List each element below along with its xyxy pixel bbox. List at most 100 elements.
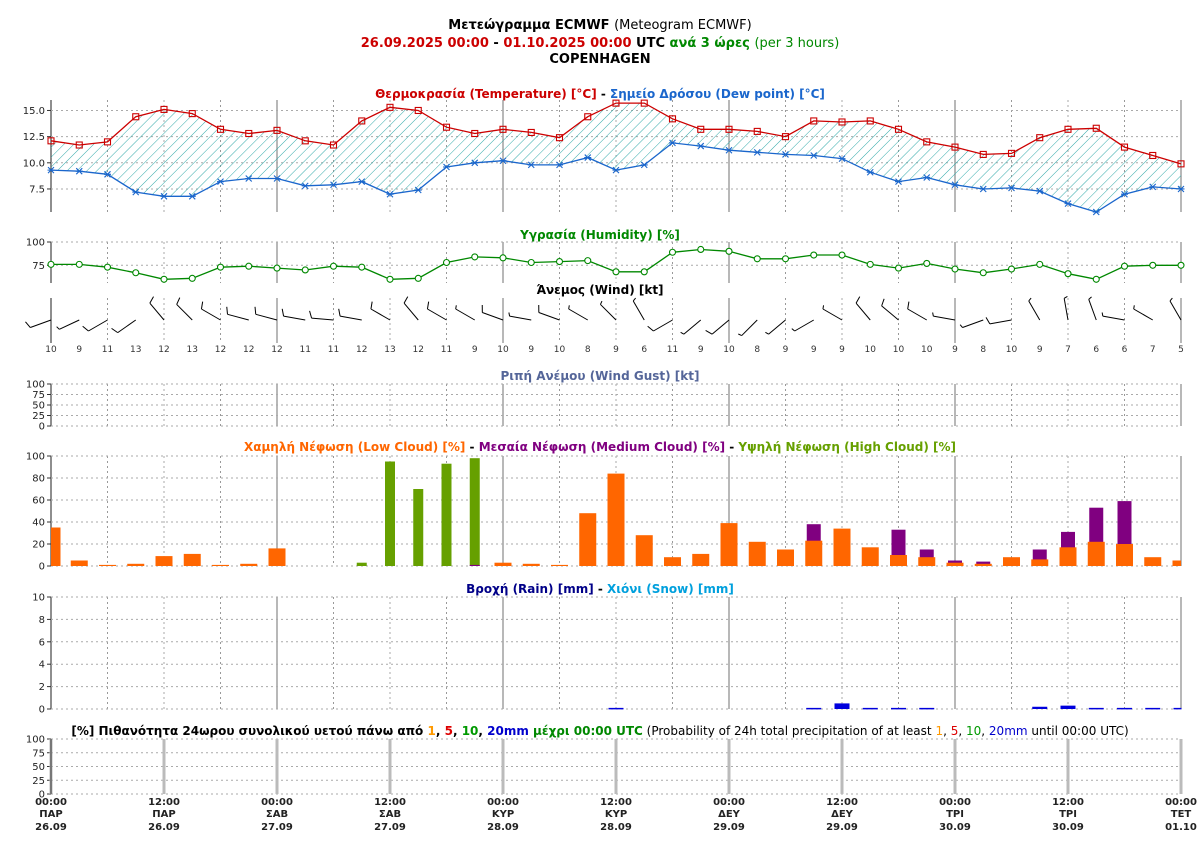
temp-ytick-label: 12.5 (23, 132, 45, 143)
wind-barb-half-feather (1169, 297, 1173, 302)
period-start: 26.09.2025 00:00 (360, 36, 489, 51)
wind-barb (176, 297, 193, 321)
wind-barb (1169, 297, 1182, 321)
wind-speed-label: 11 (300, 345, 311, 355)
wind-barb (1063, 295, 1069, 321)
title-dash: - (593, 582, 608, 596)
wind-barb (403, 296, 419, 321)
rain-bar (1088, 707, 1104, 710)
gust-ytick-label: 0 (39, 422, 45, 433)
low-cloud-bar (155, 556, 173, 566)
low-cloud-bar (212, 564, 229, 566)
low-cloud-bar (805, 540, 823, 566)
wind-barb-feather (25, 321, 31, 328)
wind-barb-staff (600, 304, 617, 321)
rain-bar (1145, 707, 1161, 710)
low-cloud-bar (974, 563, 992, 566)
xaxis-day-label: ΣΑΒ (266, 809, 288, 820)
wind-speed-label: 10 (497, 345, 509, 355)
wind-speed-label: 6 (1122, 345, 1128, 355)
dewpoint-point (1064, 200, 1072, 208)
wind-speed-label: 8 (980, 345, 986, 355)
wind-barb-staff (88, 319, 108, 332)
snow-title: Χιόνι (Snow) [mm] (607, 582, 734, 596)
wind-speed-label: 8 (754, 345, 760, 355)
xaxis-time-label: 12:00 (148, 797, 180, 808)
humidity-point (160, 275, 168, 283)
dewpoint-point (556, 161, 563, 169)
precip-ytick-label: 10 (32, 593, 45, 604)
humidity-point (47, 260, 55, 268)
temperature-point (979, 150, 987, 158)
wind-barb-feather (855, 296, 861, 304)
wind-speed-label: 6 (641, 345, 647, 355)
xaxis-day-label: ΤΡΙ (946, 809, 964, 820)
low-cloud-bar (607, 473, 625, 566)
wind-barb-half-feather (508, 312, 511, 317)
wind-barb (481, 304, 504, 321)
prob-a: [%] Πιθανότητα 24ωρου συνολικού υετού πά… (71, 724, 428, 738)
wind-barb-staff (1028, 300, 1041, 321)
prob-s3: , (958, 724, 966, 738)
period-utc: UTC (631, 36, 670, 51)
wind-barb (632, 297, 645, 321)
low-cloud-bar (551, 564, 568, 566)
prob-s1: 1 (935, 724, 944, 738)
xaxis-time-label: 00:00 (487, 797, 519, 808)
wind-barb (1028, 297, 1041, 321)
wind-barb-feather (149, 296, 154, 304)
wind-barb (791, 319, 815, 332)
wind-barb (309, 310, 334, 321)
dewpoint-point (782, 151, 789, 158)
wind-barb-half-feather (822, 305, 825, 310)
low-cloud-bar (127, 563, 145, 566)
wind-barb-feather (370, 301, 373, 310)
low-cloud-title: Χαμηλή Νέφωση (Low Cloud) [%] (243, 440, 466, 454)
wind-barb-half-feather (738, 333, 742, 337)
high-cloud-bar (385, 461, 395, 566)
low-cloud-bar (494, 562, 512, 566)
wind-barb-staff (1169, 300, 1182, 321)
humidity-point (442, 258, 451, 267)
dewpoint-point (979, 185, 987, 193)
wind-speed-label: 9 (76, 345, 82, 355)
wind-barb-feather (705, 330, 713, 335)
prob-b: μέχρι 00:00 UTC (528, 724, 643, 738)
wind-barb (82, 319, 108, 332)
xaxis-day-label: ΤΡΙ (1059, 809, 1077, 820)
wind-barb-feather (426, 301, 430, 310)
dewpoint-point (1036, 187, 1044, 195)
xaxis-day-label: ΔΕΥ (718, 809, 741, 820)
humidity-point (1120, 262, 1129, 270)
prob-c1: , (435, 724, 445, 738)
wind-barb (1101, 312, 1125, 321)
interval-en: (per 3 hours) (754, 36, 840, 51)
temperature-point (414, 106, 422, 115)
humidity-point (1177, 261, 1185, 269)
temperature-point (160, 105, 168, 113)
wind-barb-half-feather (680, 331, 685, 335)
wind-barb-half-feather (455, 305, 457, 310)
wind-barb (1088, 296, 1097, 321)
prob-ytick-label: 50 (32, 762, 45, 773)
temperature-point (951, 143, 959, 151)
wind-barb-feather (985, 317, 991, 325)
low-cloud-bar (692, 553, 710, 566)
wind-barb (538, 304, 560, 321)
period-end: 01.10.2025 00:00 (503, 36, 632, 51)
xaxis-date-label: 27.09 (374, 822, 406, 833)
dewpoint-point (697, 142, 705, 150)
xaxis-time-label: 12:00 (374, 797, 406, 808)
humidity-point (358, 263, 366, 271)
low-cloud-bar (99, 564, 116, 566)
temp-ytick-label: 7.5 (29, 184, 45, 195)
temperature-line (50, 102, 1182, 165)
humidity-point (923, 259, 931, 267)
temperature-point (47, 137, 55, 145)
cloud-ytick-label: 80 (32, 474, 45, 485)
wind-speed-label: 11 (441, 345, 452, 355)
precip-ytick-label: 4 (39, 660, 45, 671)
wind-barb-staff (311, 317, 334, 321)
wind-barb-staff (568, 308, 589, 321)
temperature-point (471, 129, 479, 138)
